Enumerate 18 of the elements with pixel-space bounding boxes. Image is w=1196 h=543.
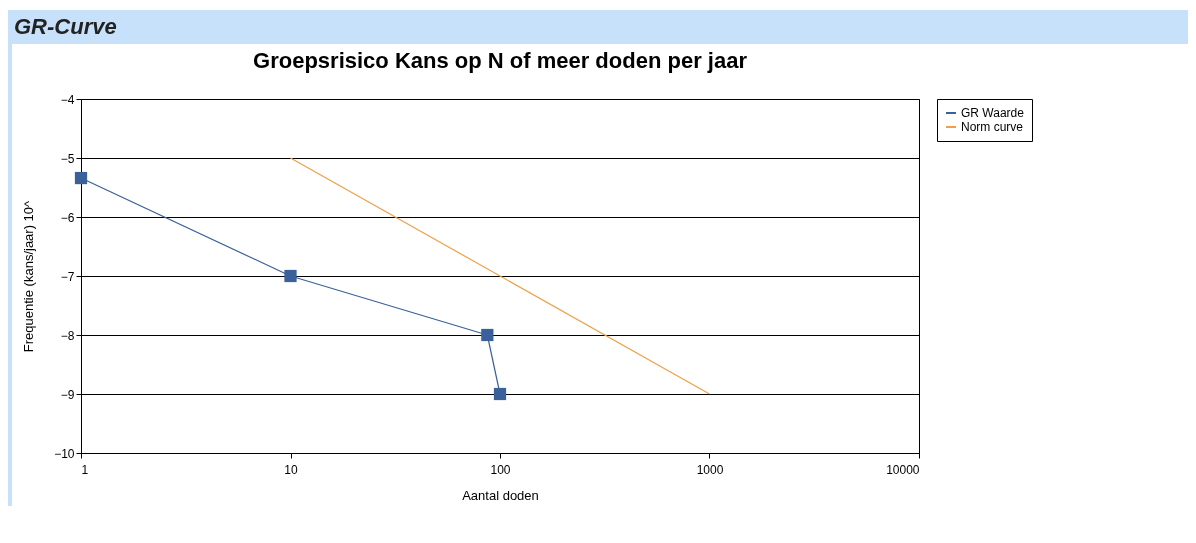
x-tick-label: 1000 [696,462,724,477]
text: GR-Curve [8,10,1188,44]
x-tick-label: 1 [81,462,89,477]
legend-label: Norm curve [961,120,1024,134]
y-tick-label: −5 [60,151,75,166]
x-tick-label: 10 [284,462,298,477]
y-tick-label: −6 [60,210,75,225]
legend-label: GR Waarde [961,106,1025,120]
x-tick-label: 10000 [886,462,920,477]
y-tick-label: −7 [60,269,75,284]
y-tick-label: −8 [60,328,75,343]
y-axis-title: Frequentie (kans/jaar) 10^ [21,199,37,353]
chart-title: Groepsrisico Kans op N of meer doden per jaar [253,48,748,73]
x-tick-label: 100 [490,462,511,477]
x-axis-title: Aantal doden [462,487,539,503]
y-tick-label: −10 [54,446,75,461]
y-tick-label: −9 [60,387,75,402]
y-tick-label: −4 [60,92,75,107]
